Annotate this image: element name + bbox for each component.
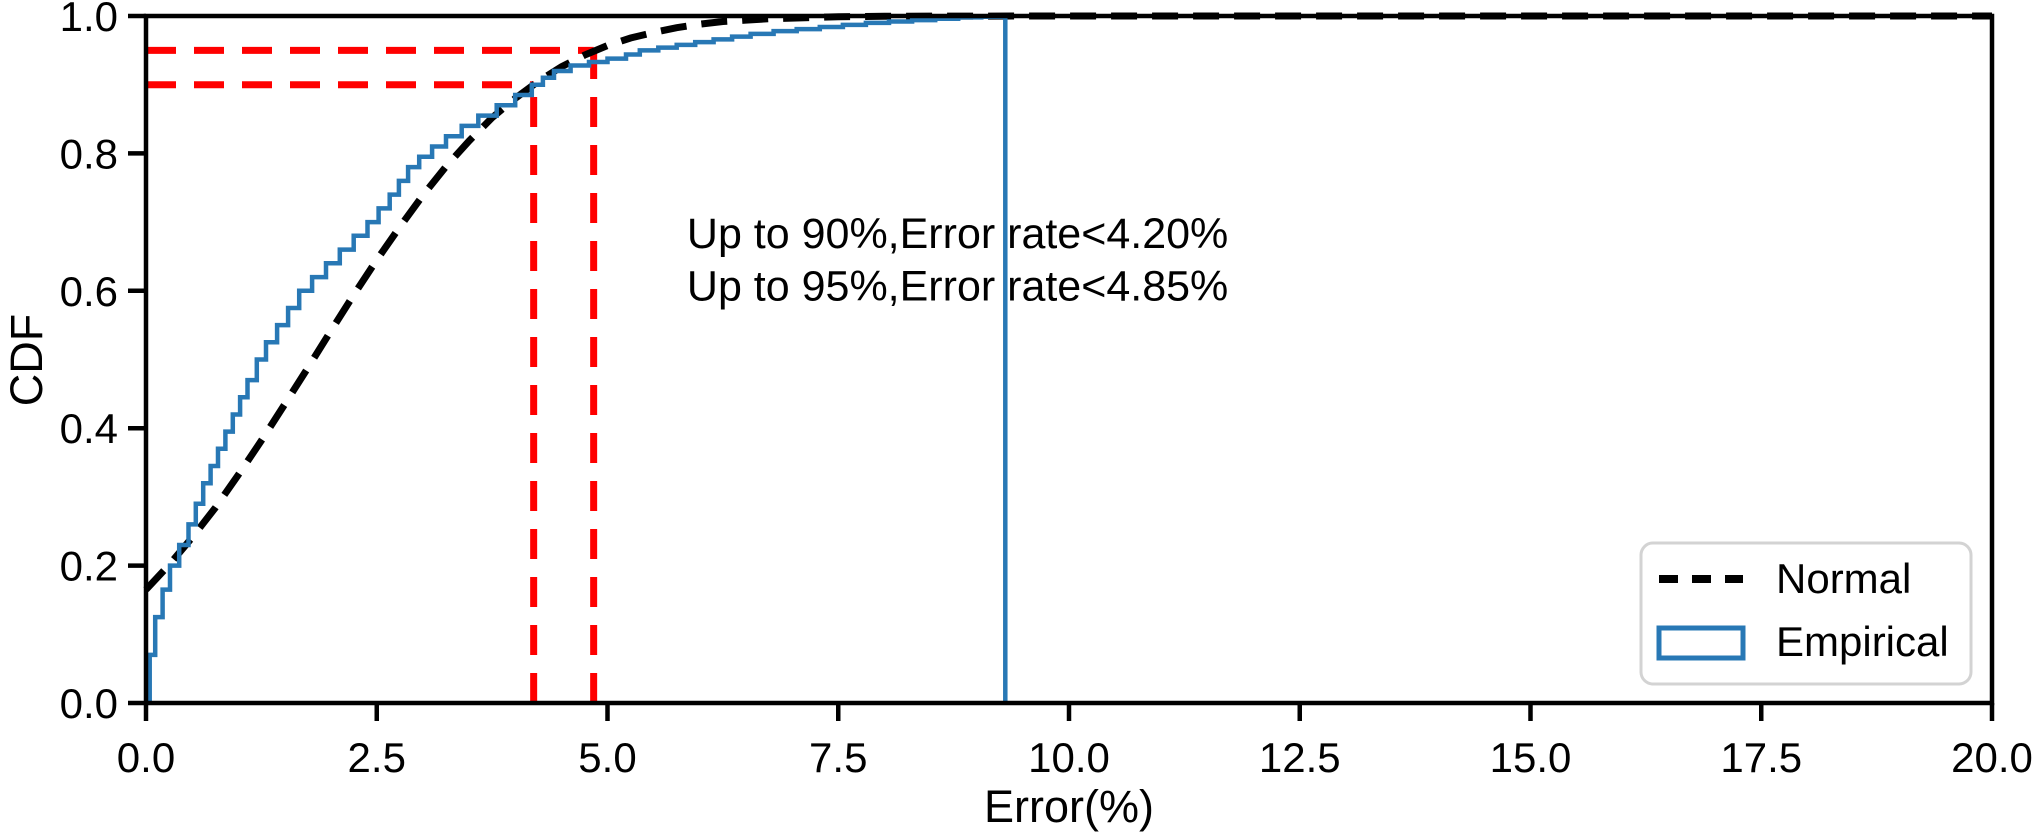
percentile-guides <box>146 46 598 703</box>
y-tick-label: 0.8 <box>60 130 118 177</box>
legend-label-normal: Normal <box>1776 555 1911 602</box>
y-tick-label: 0.6 <box>60 268 118 315</box>
legend: Normal Empirical <box>1639 541 1973 686</box>
annotation-line-95: Up to 95%,Error rate<4.85% <box>687 262 1228 310</box>
tick-labels: 0.0 2.5 5.0 7.5 10.0 12.5 15.0 17.5 20.0 0.0 0.2 0.… <box>60 0 2033 781</box>
legend-empirical-swatch-icon <box>1656 625 1746 661</box>
x-tick-label: 17.5 <box>1720 734 1802 781</box>
x-tick-label: 5.0 <box>578 734 636 781</box>
y-tick-label: 0.4 <box>60 405 118 452</box>
x-tick-label: 15.0 <box>1490 734 1572 781</box>
axes <box>128 13 1995 721</box>
y-tick-label: 0.0 <box>60 680 118 727</box>
x-tick-label: 12.5 <box>1259 734 1341 781</box>
x-axis-label: Error(%) <box>984 781 1154 832</box>
y-tick-label: 0.2 <box>60 543 118 590</box>
normal-curve <box>143 12 1992 592</box>
legend-label-empirical: Empirical <box>1776 618 1949 665</box>
y-axis-label: CDF <box>1 314 52 406</box>
x-tick-label: 0.0 <box>117 734 175 781</box>
x-tick-label: 20.0 <box>1951 734 2033 781</box>
y-tick-label: 1.0 <box>60 0 118 40</box>
series-curves <box>143 12 1992 703</box>
empirical-curve <box>147 14 1008 703</box>
annotation-line-90: Up to 90%,Error rate<4.20% <box>687 210 1228 258</box>
x-tick-label: 7.5 <box>809 734 867 781</box>
x-tick-label: 2.5 <box>348 734 406 781</box>
x-tick-label: 10.0 <box>1028 734 1110 781</box>
